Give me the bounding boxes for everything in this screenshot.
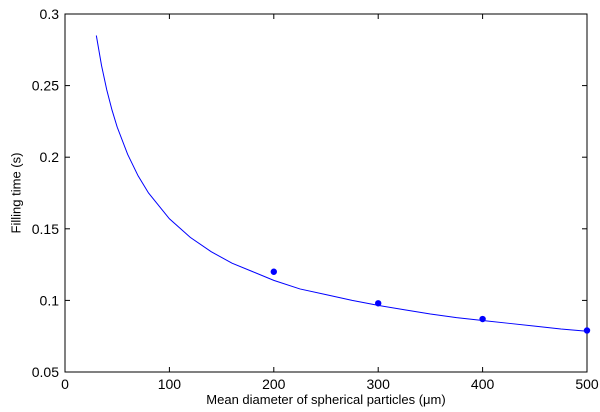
x-axis-label: Mean diameter of spherical particles (μm… — [206, 392, 445, 407]
y-tick-label: 0.25 — [32, 78, 59, 94]
x-tick-label: 0 — [61, 376, 69, 392]
y-tick-label: 0.05 — [32, 364, 59, 380]
plot-area — [64, 13, 588, 373]
fit-curve-line — [95, 35, 588, 332]
series-layer — [95, 35, 591, 334]
x-tick-label: 400 — [471, 376, 495, 392]
x-tick-label: 100 — [158, 376, 182, 392]
data-point — [375, 300, 382, 307]
x-axis-ticks: 0 100 200 300 400 500 — [61, 14, 599, 392]
y-tick-label: 0.2 — [40, 149, 60, 165]
data-point — [270, 268, 277, 275]
y-axis-ticks: 0.05 0.1 0.15 0.2 0.25 0.3 — [32, 6, 587, 380]
y-axis-label: Filling time (s) — [9, 153, 24, 234]
data-point — [479, 315, 486, 323]
y-tick-label: 0.3 — [40, 6, 60, 22]
x-tick-label: 500 — [575, 376, 599, 392]
y-tick-label: 0.1 — [40, 292, 60, 308]
x-tick-label: 200 — [262, 376, 286, 392]
x-tick-label: 300 — [367, 376, 391, 392]
y-tick-label: 0.15 — [32, 221, 59, 237]
data-point — [583, 327, 591, 334]
